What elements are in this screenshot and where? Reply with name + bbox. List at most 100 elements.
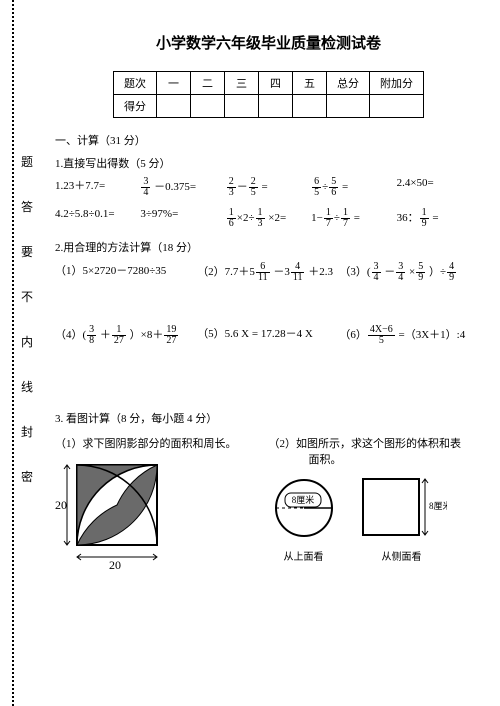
expr: 1.23＋7.7= [55, 177, 140, 198]
vchar: 密 [20, 455, 34, 500]
cell [157, 95, 191, 118]
text: －3 [271, 266, 290, 278]
den: 11 [291, 273, 305, 283]
text: = [259, 181, 268, 193]
geometry-row: （1）求下图阴影部分的面积和周长。 [55, 435, 482, 580]
expr: 16×2÷13 ×2= [226, 208, 311, 229]
expr: 65÷56 = [311, 177, 396, 198]
text: － [382, 266, 396, 278]
den: 4 [372, 273, 381, 283]
vchar: 题 [20, 140, 34, 185]
th: 四 [259, 72, 293, 95]
text: （2）7.7＋5 [197, 266, 255, 278]
den: 27 [112, 336, 126, 346]
page-title: 小学数学六年级毕业质量检测试卷 [55, 32, 482, 53]
top-view: 8厘米 从上面看 [269, 473, 339, 563]
den: 4 [141, 188, 150, 198]
fraction: 16 [227, 208, 236, 229]
fraction: 56 [329, 177, 338, 198]
expr: 2.4×50= [397, 177, 482, 198]
fraction: 34 [141, 177, 150, 198]
q-text-cont: 面积。 [269, 451, 483, 467]
expr: （2）7.7＋5611 －3411 ＋2.3 [197, 262, 339, 283]
den: 3 [256, 219, 265, 229]
geom-q2: （2）如图所示，求这个图形的体积和表 面积。 8厘米 从上面看 [269, 435, 483, 580]
subheading: 3. 看图计算（8 分，每小题 4 分） [55, 410, 482, 429]
vchar: 要 [20, 230, 34, 275]
dim-label: 20 [55, 498, 67, 512]
vchar: 不 [20, 275, 34, 320]
fraction: 1927 [164, 325, 178, 346]
den: 27 [164, 336, 178, 346]
cell [327, 95, 370, 118]
expr: （3）(34 －34 ×59 ）÷49 [339, 262, 481, 283]
vchar: 封 [20, 410, 34, 455]
th: 总分 [327, 72, 370, 95]
th: 三 [225, 72, 259, 95]
subheading: 1.直接写出得数（5 分） [55, 155, 482, 174]
expr: （1）5×2720－7280÷35 [55, 262, 197, 283]
fraction: 34 [396, 262, 405, 283]
text: ）×8＋ [127, 329, 163, 341]
cell [191, 95, 225, 118]
vchar: 内 [20, 320, 34, 365]
radius-label: 8厘米 [291, 494, 314, 505]
text: ＋ [97, 329, 111, 341]
fraction: 23 [227, 177, 236, 198]
text: ）÷ [426, 266, 446, 278]
subheading: 2.用合理的方法计算（18 分） [55, 239, 482, 258]
tear-line [12, 0, 14, 706]
den: 5 [312, 188, 321, 198]
caption-top: 从上面看 [269, 548, 339, 563]
den: 9 [416, 273, 425, 283]
expr: 23－25 = [226, 177, 311, 198]
fraction: 17 [324, 208, 333, 229]
text: ×2= [266, 212, 287, 224]
fraction: 19 [420, 208, 429, 229]
den: 4 [396, 273, 405, 283]
dim-label: 20 [109, 558, 121, 572]
geom-q1: （1）求下图阴影部分的面积和周长。 [55, 435, 269, 580]
problem-row: （4）(38 ＋127 ）×8＋1927 （5）5.6 X = 17.28－4 … [55, 325, 482, 346]
text: × [406, 266, 415, 278]
th: 二 [191, 72, 225, 95]
cell [225, 95, 259, 118]
den: 11 [256, 273, 270, 283]
cell [293, 95, 327, 118]
expr: 4.2÷5.8÷0.1= [55, 208, 140, 229]
den: 9 [420, 219, 429, 229]
fraction: 65 [312, 177, 321, 198]
den: 7 [341, 219, 350, 229]
problem-row: （1）5×2720－7280÷35 （2）7.7＋5611 －3411 ＋2.3… [55, 262, 482, 283]
expr: 1−17÷17 = [311, 208, 396, 229]
fraction: 25 [249, 177, 258, 198]
figure-views: 8厘米 从上面看 8厘米 从侧面看 [269, 473, 483, 563]
den: 5 [368, 336, 395, 346]
row-label: 得分 [114, 95, 157, 118]
q-text: （1）求下图阴影部分的面积和周长。 [55, 435, 269, 451]
section-heading: 一、计算（31 分） [55, 132, 482, 151]
th: 五 [293, 72, 327, 95]
fraction: 127 [112, 325, 126, 346]
fraction: 611 [256, 262, 270, 283]
fraction: 34 [372, 262, 381, 283]
caption-side: 从侧面看 [357, 548, 447, 563]
expr: 34 －0.375= [140, 177, 225, 198]
problem-row: 1.23＋7.7= 34 －0.375= 23－25 = 65÷56 = 2.4… [55, 177, 482, 198]
text: =（3X＋1）:4 [396, 329, 465, 341]
den: 3 [227, 188, 236, 198]
figure-shaded-square: 20 20 [55, 457, 269, 580]
text: = [351, 212, 360, 224]
fraction: 4X−65 [368, 325, 395, 346]
th: 一 [157, 72, 191, 95]
binding-vertical-label: 题 答 要 不 内 线 封 密 [20, 140, 34, 500]
fraction: 17 [341, 208, 350, 229]
fraction: 411 [291, 262, 305, 283]
text: （3）( [339, 266, 370, 278]
den: 6 [227, 219, 236, 229]
fraction: 38 [87, 325, 96, 346]
vchar: 线 [20, 365, 34, 410]
text: 36： [397, 212, 419, 224]
fraction: 49 [447, 262, 456, 283]
expr: （6）4X−65 =（3X＋1）:4 [339, 325, 481, 346]
